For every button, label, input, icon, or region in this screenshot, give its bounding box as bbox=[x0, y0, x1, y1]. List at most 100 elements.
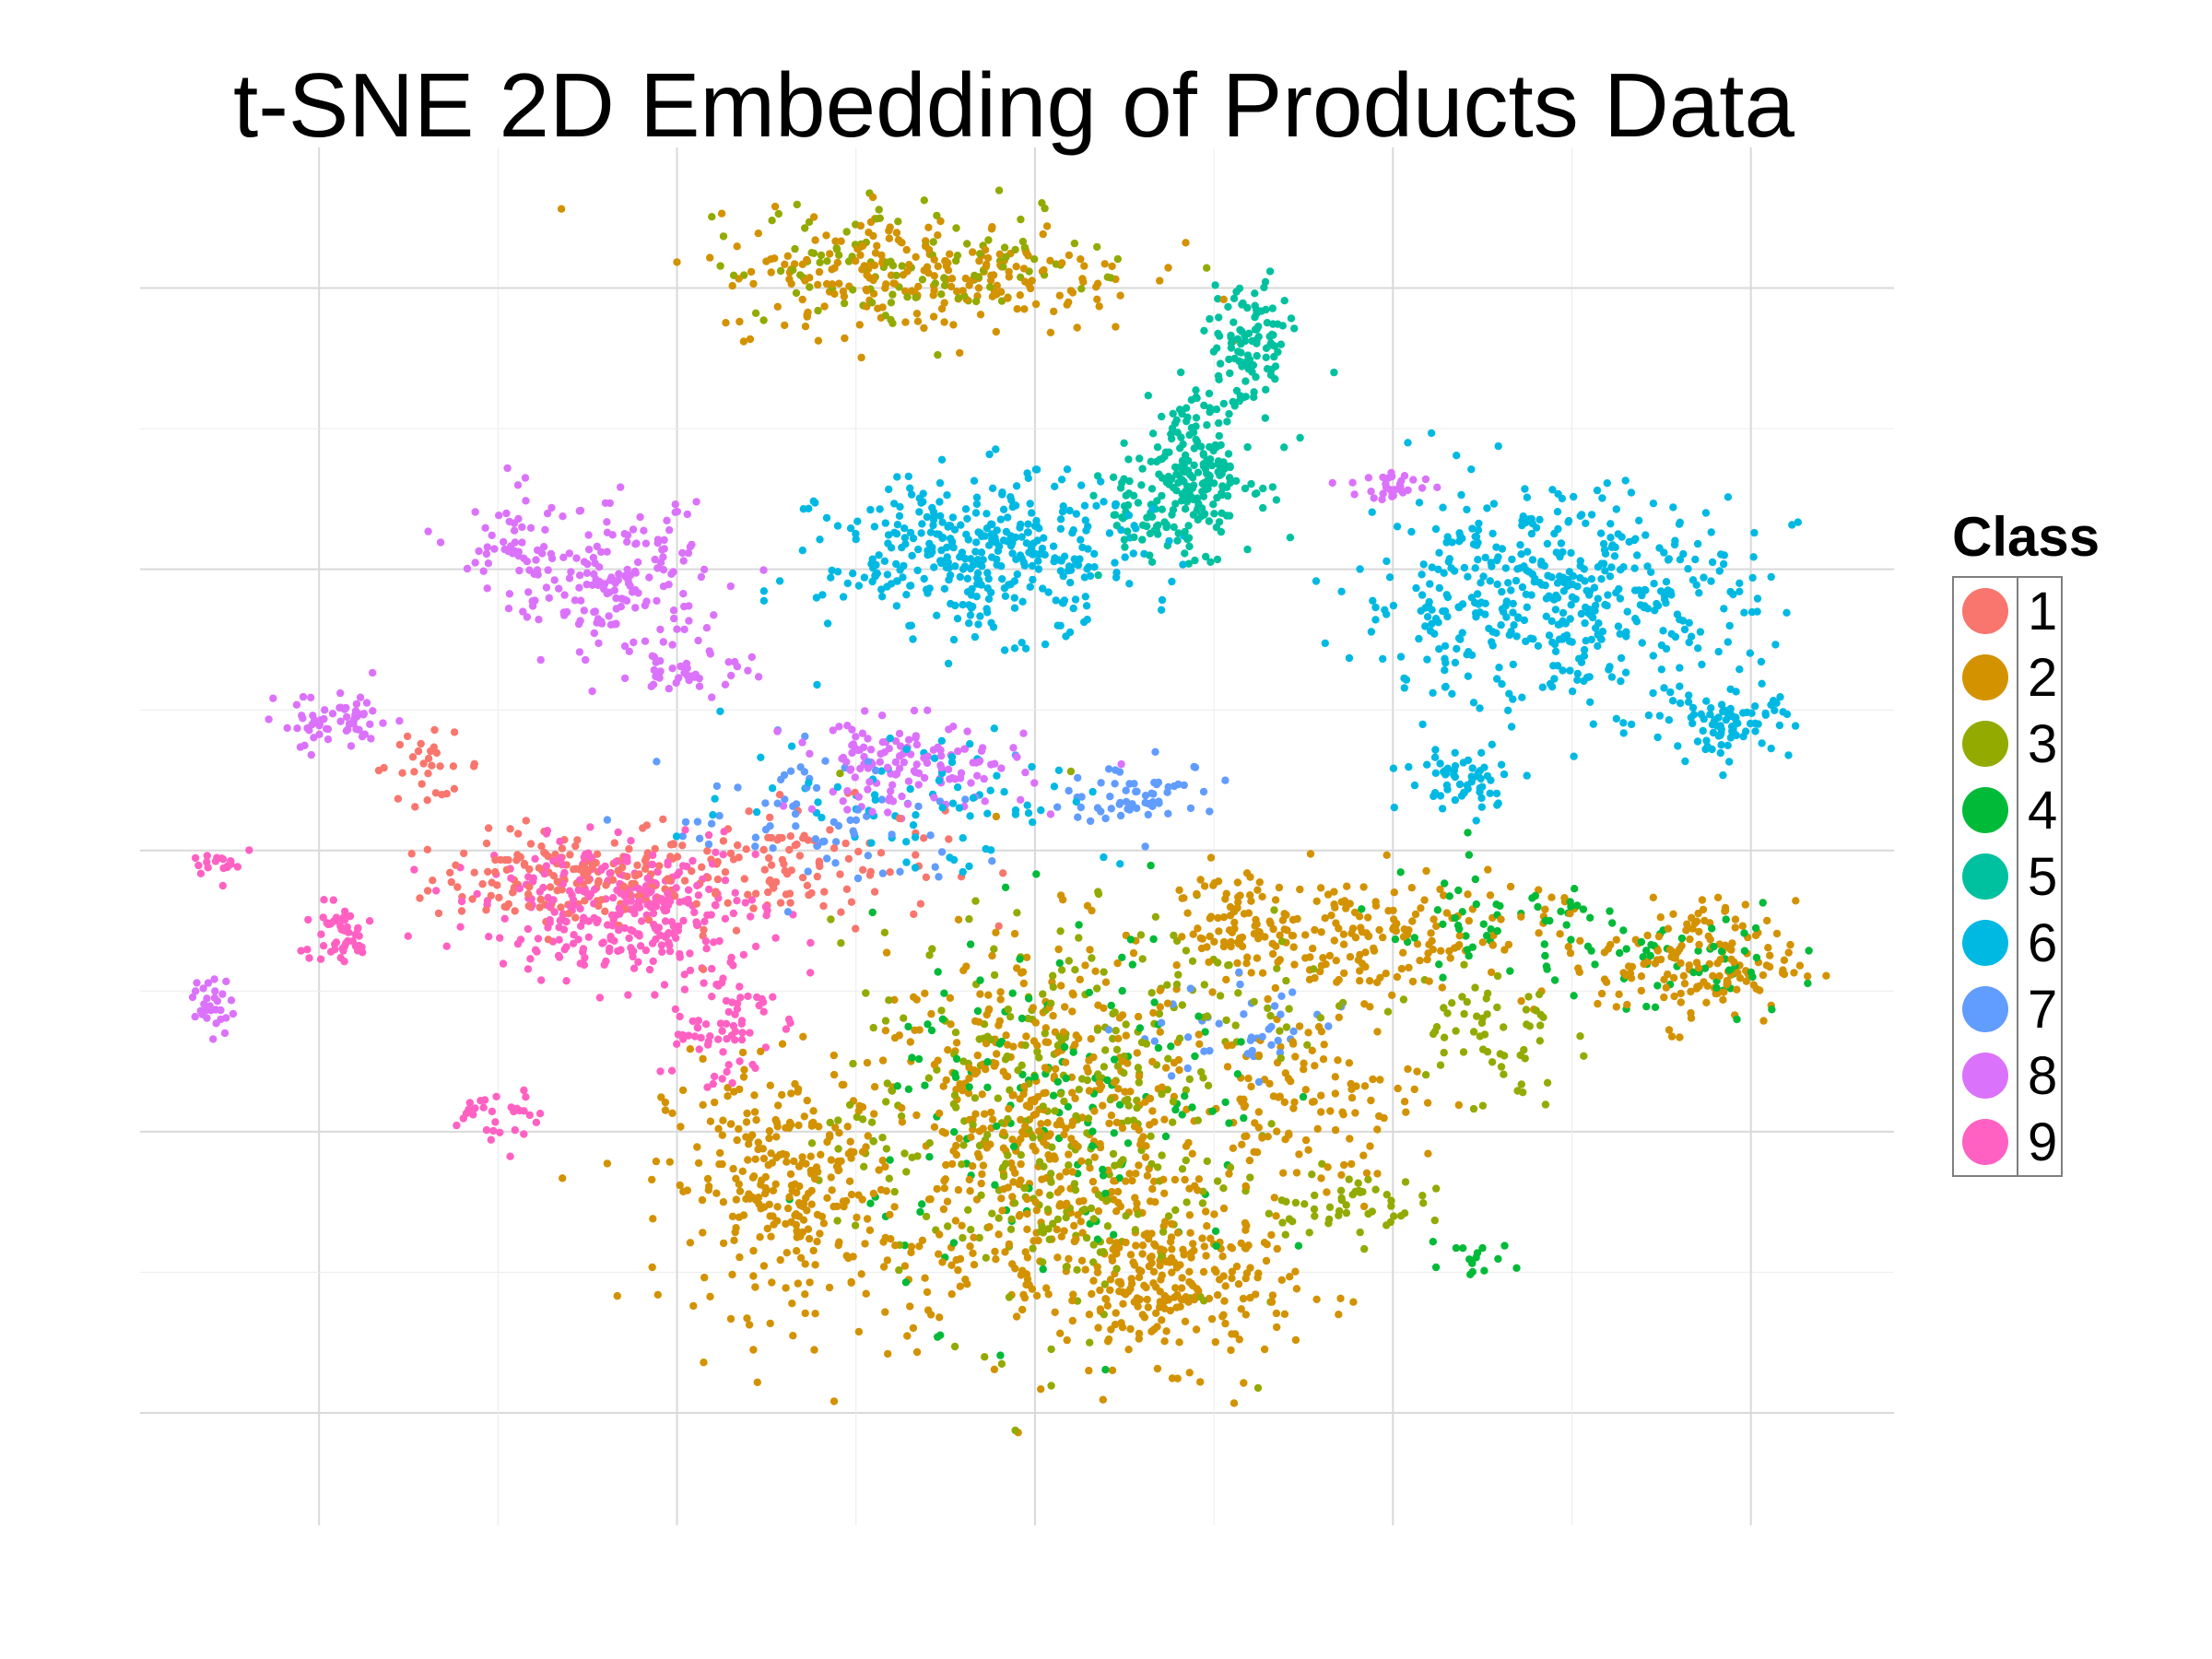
data-point-class-2 bbox=[1114, 1085, 1123, 1093]
data-point-class-2 bbox=[1241, 1101, 1250, 1110]
data-point-class-5 bbox=[1227, 344, 1236, 352]
data-point-class-3 bbox=[1158, 1089, 1166, 1099]
data-point-class-2 bbox=[1295, 1150, 1303, 1159]
data-point-class-4 bbox=[1480, 1266, 1488, 1275]
data-point-class-3 bbox=[1035, 1158, 1044, 1166]
data-point-class-3 bbox=[880, 928, 889, 936]
data-point-class-4 bbox=[1487, 925, 1495, 934]
data-point-class-8 bbox=[848, 725, 856, 734]
data-point-class-2 bbox=[1288, 915, 1298, 924]
data-point-class-6 bbox=[1369, 596, 1377, 605]
data-point-class-2 bbox=[1108, 1366, 1117, 1375]
data-point-class-2 bbox=[1241, 1274, 1250, 1283]
data-point-class-2 bbox=[1694, 964, 1703, 972]
data-point-class-2 bbox=[862, 285, 870, 294]
data-point-class-6 bbox=[1604, 591, 1612, 599]
data-point-class-2 bbox=[1382, 851, 1391, 859]
data-point-class-6 bbox=[935, 776, 944, 785]
data-point-class-8 bbox=[685, 617, 693, 625]
data-point-class-7 bbox=[1180, 781, 1188, 790]
data-point-class-1 bbox=[468, 895, 477, 903]
data-point-class-2 bbox=[1175, 1338, 1183, 1347]
data-point-class-6 bbox=[1562, 631, 1571, 640]
data-point-class-8 bbox=[937, 751, 946, 760]
data-point-class-8 bbox=[518, 523, 526, 532]
data-point-class-9 bbox=[625, 934, 633, 943]
data-point-class-3 bbox=[1075, 1085, 1084, 1094]
data-point-class-9 bbox=[496, 1128, 504, 1137]
data-point-class-6 bbox=[1018, 597, 1027, 606]
data-point-class-2 bbox=[1168, 1245, 1176, 1253]
data-point-class-1 bbox=[407, 850, 416, 858]
data-point-class-6 bbox=[943, 543, 951, 552]
data-point-class-2 bbox=[1108, 1256, 1117, 1265]
data-point-class-7 bbox=[769, 844, 777, 853]
data-point-class-1 bbox=[994, 922, 1003, 930]
data-point-class-2 bbox=[1437, 947, 1445, 955]
data-point-class-2 bbox=[1129, 948, 1138, 958]
data-point-class-6 bbox=[1498, 545, 1507, 553]
data-point-class-3 bbox=[1516, 1051, 1524, 1060]
data-point-class-2 bbox=[1362, 1169, 1371, 1178]
data-point-class-2 bbox=[1273, 1323, 1281, 1332]
data-point-class-6 bbox=[775, 577, 784, 585]
data-point-class-6 bbox=[1523, 493, 1532, 501]
data-point-class-2 bbox=[1063, 1335, 1071, 1345]
data-point-class-8 bbox=[503, 464, 512, 473]
data-point-class-2 bbox=[761, 1189, 770, 1198]
data-point-class-5 bbox=[1280, 297, 1288, 305]
data-point-class-1 bbox=[623, 872, 631, 881]
data-point-class-3 bbox=[1003, 1052, 1012, 1061]
data-point-class-2 bbox=[1369, 1075, 1377, 1084]
data-point-class-2 bbox=[1215, 927, 1223, 935]
data-point-class-5 bbox=[1183, 466, 1193, 475]
data-point-class-1 bbox=[428, 761, 436, 770]
data-point-class-6 bbox=[1124, 511, 1134, 520]
data-point-class-2 bbox=[1314, 1022, 1324, 1031]
data-point-class-2 bbox=[1288, 932, 1298, 940]
data-point-class-4 bbox=[1472, 900, 1481, 909]
data-point-class-2 bbox=[1334, 1056, 1342, 1065]
data-point-class-2 bbox=[782, 1249, 791, 1257]
data-point-class-2 bbox=[1241, 1132, 1249, 1141]
data-point-class-2 bbox=[884, 1349, 892, 1359]
data-point-class-6 bbox=[1505, 630, 1514, 640]
data-point-class-6 bbox=[1751, 702, 1759, 711]
data-point-class-6 bbox=[997, 562, 1006, 571]
data-point-class-5 bbox=[1214, 295, 1222, 303]
data-point-class-2 bbox=[1291, 1335, 1300, 1345]
data-point-class-8 bbox=[1328, 478, 1336, 488]
data-point-class-6 bbox=[1090, 549, 1099, 559]
data-point-class-5 bbox=[1241, 484, 1250, 493]
data-point-class-2 bbox=[863, 302, 871, 311]
data-point-class-2 bbox=[1347, 1093, 1357, 1102]
data-point-class-8 bbox=[949, 723, 958, 731]
data-point-class-6 bbox=[963, 514, 971, 523]
data-point-class-6 bbox=[1565, 568, 1574, 576]
data-point-class-9 bbox=[719, 1048, 727, 1056]
data-point-class-2 bbox=[1016, 1095, 1024, 1103]
data-point-class-8 bbox=[673, 507, 681, 516]
data-point-class-6 bbox=[1641, 586, 1650, 594]
data-point-class-3 bbox=[1580, 1052, 1588, 1061]
data-point-class-2 bbox=[1347, 1079, 1355, 1088]
data-point-class-8 bbox=[671, 500, 679, 509]
data-point-class-2 bbox=[1247, 1082, 1255, 1091]
data-point-class-9 bbox=[731, 1027, 740, 1036]
data-point-class-3 bbox=[971, 1094, 980, 1102]
data-point-class-6 bbox=[1029, 575, 1037, 584]
data-point-class-8 bbox=[588, 687, 596, 696]
data-point-class-6 bbox=[1735, 587, 1744, 595]
data-point-class-2 bbox=[908, 287, 916, 295]
data-point-class-2 bbox=[823, 1194, 831, 1203]
data-point-class-7 bbox=[653, 758, 661, 766]
data-point-class-6 bbox=[811, 499, 819, 507]
data-point-class-3 bbox=[1129, 1116, 1138, 1124]
data-point-class-2 bbox=[1792, 897, 1800, 905]
data-point-class-3 bbox=[1443, 1009, 1452, 1018]
data-point-class-5 bbox=[1134, 499, 1143, 507]
data-point-class-3 bbox=[1318, 1159, 1326, 1169]
data-point-class-9 bbox=[459, 1114, 467, 1123]
data-point-class-3 bbox=[887, 299, 896, 307]
data-point-class-9 bbox=[712, 848, 720, 856]
